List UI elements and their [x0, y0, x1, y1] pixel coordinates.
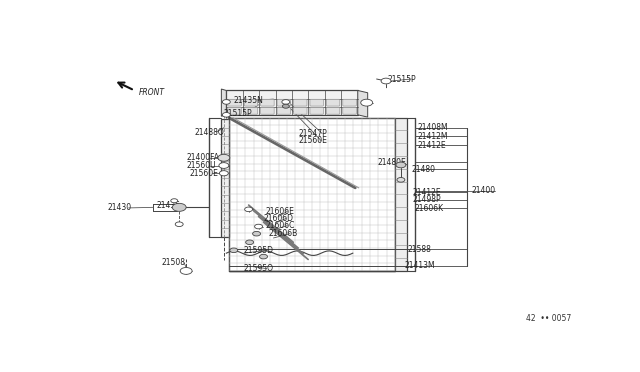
Text: 21435: 21435 — [157, 201, 181, 209]
Text: 21412M: 21412M — [417, 132, 448, 141]
Circle shape — [180, 267, 192, 275]
Circle shape — [260, 254, 268, 259]
Text: 21595O: 21595O — [244, 264, 274, 273]
Polygon shape — [221, 119, 229, 237]
Text: 21408M: 21408M — [417, 123, 448, 132]
Circle shape — [246, 240, 253, 244]
Text: FRONT: FRONT — [138, 88, 164, 97]
FancyBboxPatch shape — [277, 99, 291, 106]
Circle shape — [175, 222, 183, 227]
Text: 21515P: 21515P — [224, 109, 252, 118]
Polygon shape — [395, 118, 408, 271]
Text: 21508: 21508 — [162, 259, 186, 267]
Polygon shape — [227, 90, 358, 115]
Text: 21595D: 21595D — [244, 246, 274, 255]
Text: 21498P: 21498P — [412, 195, 441, 204]
Text: 21400FA: 21400FA — [187, 153, 220, 162]
Circle shape — [282, 104, 289, 108]
Circle shape — [361, 99, 372, 106]
Circle shape — [282, 100, 290, 104]
Circle shape — [255, 224, 262, 229]
Text: 21400: 21400 — [472, 186, 496, 195]
Circle shape — [171, 199, 178, 203]
Text: 21435N: 21435N — [234, 96, 264, 105]
FancyBboxPatch shape — [228, 99, 241, 106]
Text: 21606E: 21606E — [266, 207, 295, 216]
Circle shape — [230, 248, 237, 253]
Text: 21547P: 21547P — [298, 129, 327, 138]
Text: 21588: 21588 — [408, 245, 431, 254]
Polygon shape — [221, 89, 227, 116]
FancyBboxPatch shape — [277, 108, 291, 114]
Circle shape — [172, 203, 186, 211]
Text: 21430: 21430 — [108, 203, 131, 212]
FancyBboxPatch shape — [343, 108, 356, 114]
Circle shape — [253, 231, 260, 236]
Text: 21515P: 21515P — [388, 74, 416, 83]
Circle shape — [218, 154, 230, 161]
Circle shape — [381, 78, 391, 84]
Text: 21606D: 21606D — [264, 214, 294, 223]
Circle shape — [220, 171, 228, 176]
Circle shape — [244, 207, 253, 212]
Text: 21412E: 21412E — [417, 141, 446, 150]
Text: 21560E: 21560E — [189, 169, 218, 178]
Circle shape — [219, 163, 229, 169]
Text: 42  •• 0057: 42 •• 0057 — [527, 314, 572, 323]
FancyBboxPatch shape — [310, 99, 323, 106]
FancyBboxPatch shape — [343, 99, 356, 106]
Circle shape — [222, 112, 230, 117]
FancyBboxPatch shape — [244, 99, 258, 106]
FancyBboxPatch shape — [260, 108, 274, 114]
Polygon shape — [358, 90, 368, 117]
Text: 21560E: 21560E — [298, 136, 327, 145]
Text: 21606K: 21606K — [415, 204, 444, 213]
Text: 21606C: 21606C — [266, 221, 296, 230]
FancyBboxPatch shape — [260, 99, 274, 106]
Circle shape — [397, 177, 405, 182]
Circle shape — [396, 162, 406, 168]
Polygon shape — [229, 118, 395, 271]
FancyBboxPatch shape — [310, 108, 323, 114]
Text: 21560U: 21560U — [187, 161, 216, 170]
Text: 21480E: 21480E — [378, 158, 406, 167]
Text: 21412E: 21412E — [412, 187, 441, 197]
FancyBboxPatch shape — [228, 108, 241, 114]
Text: 21606B: 21606B — [269, 229, 298, 238]
Text: 21413M: 21413M — [405, 261, 435, 270]
FancyBboxPatch shape — [244, 108, 258, 114]
FancyBboxPatch shape — [294, 108, 307, 114]
FancyBboxPatch shape — [294, 99, 307, 106]
Text: 21480: 21480 — [412, 165, 435, 174]
Circle shape — [222, 100, 230, 104]
Text: 21488O: 21488O — [194, 128, 224, 137]
FancyBboxPatch shape — [326, 99, 340, 106]
FancyBboxPatch shape — [326, 108, 340, 114]
